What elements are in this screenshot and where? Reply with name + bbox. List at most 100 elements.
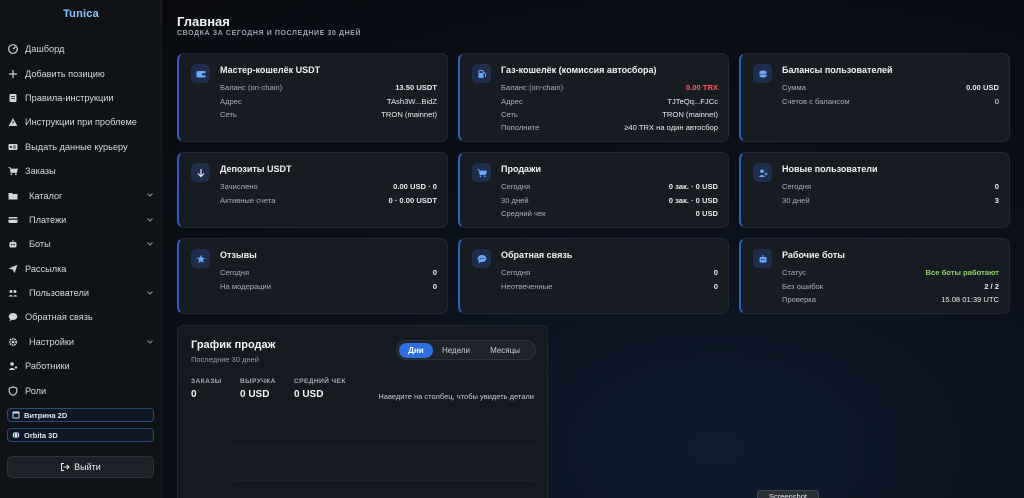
card-row: Без ошибок 2 / 2 — [782, 281, 999, 291]
stat-avg-check-label: СРЕДНИЙ ЧЕК — [294, 378, 346, 385]
card-feedback: Обратная связь Сегодня 0 Неотвеченные 0 — [458, 238, 729, 314]
screenshot-tooltip: Screenshot — [757, 490, 819, 498]
chevron-down-icon — [147, 193, 153, 198]
card-working-bots: Рабочие боты Статус Все боты работают Без… — [739, 238, 1010, 314]
chevron-down-icon — [147, 242, 153, 246]
sidebar-item-mailing[interactable]: Рассылка — [0, 257, 162, 281]
period-segmented-control: Дни Недели Месяцы — [396, 340, 536, 360]
card-sales: Продажи Сегодня 0 зак. · 0 USD 30 дней 0 з… — [458, 152, 729, 228]
sidebar-item-add-position[interactable]: Добавить позицию — [0, 61, 162, 85]
card-row: Баланс (on-chain) 13.50 USDT — [220, 83, 437, 93]
sidebar-item-label: Заказы — [25, 166, 56, 177]
stat-orders-label: ЗАКАЗЫ — [191, 378, 222, 385]
cart-icon — [7, 165, 19, 177]
sidebar-item-dashboard[interactable]: Дашборд — [0, 37, 162, 61]
sidebar-item-users[interactable]: Пользователи — [0, 281, 162, 305]
document-icon — [7, 92, 19, 104]
chevron-down-icon — [147, 217, 153, 222]
stat-revenue-value: 0 USD — [240, 389, 270, 400]
sidebar-nav: Дашборд Добавить позицию Правила-инструк… — [0, 37, 162, 403]
chat-icon — [7, 311, 19, 323]
card-row: 30 дней 3 — [782, 195, 999, 205]
star-icon — [191, 249, 210, 268]
send-icon — [7, 263, 19, 275]
card-title: Мастер-кошелёк USDT — [220, 65, 321, 75]
worker-icon — [7, 360, 19, 372]
stat-orders-value: 0 — [191, 389, 197, 400]
sidebar-item-label: Пользователи — [29, 288, 89, 299]
sidebar-item-label: Боты — [29, 239, 51, 250]
cart-icon — [472, 163, 491, 182]
vitrina-2d-label: Витрина 2D — [24, 410, 68, 420]
gear-icon — [7, 336, 19, 348]
card-row: Сегодня 0 зак. · 0 USD — [501, 182, 718, 192]
sidebar-item-bots[interactable]: Боты — [0, 232, 162, 256]
sidebar-item-roles[interactable]: Роли — [0, 378, 162, 402]
tab-days[interactable]: Дни — [399, 342, 433, 358]
sidebar-item-courier-data[interactable]: Выдать данные курьеру — [0, 135, 162, 159]
warning-icon — [7, 116, 19, 128]
sidebar-item-catalog[interactable]: Каталог — [0, 183, 162, 207]
orbita-3d-button[interactable]: Orbita 3D — [7, 428, 154, 442]
card-master-wallet: Мастер-кошелёк USDT Баланс (on-chain) 13.… — [177, 53, 448, 142]
card-row: Активные счета 0 · 0.00 USDT — [220, 195, 437, 205]
coins-icon — [753, 64, 772, 83]
card-gas-wallet: Газ-кошелёк (комиссия автосбора) Баланс … — [458, 53, 729, 142]
logout-button[interactable]: Выйти — [7, 456, 154, 478]
brand-logo[interactable]: Tunica — [63, 8, 99, 20]
sidebar-item-label: Инструкции при проблеме — [25, 117, 137, 128]
card-user-balances: Балансы пользователей Сумма 0.00 USD Счет… — [739, 53, 1010, 142]
wallet-icon — [7, 214, 19, 226]
sidebar-item-label: Выдать данные курьеру — [25, 141, 128, 152]
sidebar-item-workers[interactable]: Работники — [0, 354, 162, 378]
sidebar-item-rules[interactable]: Правила-инструкции — [0, 86, 162, 110]
card-row: Сеть TRON (mainnet) — [501, 109, 718, 119]
sidebar-item-label: Дашборд — [25, 44, 65, 55]
chart-gridline — [234, 480, 534, 481]
sidebar-item-label: Добавить позицию — [25, 68, 105, 79]
stat-avg-check-value: 0 USD — [294, 389, 324, 400]
window-icon — [12, 411, 20, 419]
sidebar-item-orders[interactable]: Заказы — [0, 159, 162, 183]
sidebar-item-label: Обратная связь — [25, 312, 93, 323]
sidebar: Tunica Дашборд Добавить позицию Правила-… — [0, 0, 162, 498]
sidebar-item-label: Правила-инструкции — [25, 92, 114, 103]
card-title: Балансы пользователей — [782, 65, 893, 75]
sales-chart-panel: График продаж Последние 30 дней Дни Неде… — [177, 325, 548, 498]
logout-label: Выйти — [74, 462, 101, 472]
card-row: Сегодня 0 — [782, 182, 999, 192]
sidebar-item-label: Роли — [25, 385, 47, 396]
vitrina-2d-button[interactable]: Витрина 2D — [7, 408, 154, 422]
card-row: Сегодня 0 — [220, 268, 437, 278]
card-row: Счетов с балансом 0 — [782, 96, 999, 106]
sidebar-item-label: Настройки — [29, 336, 75, 347]
card-title: Продажи — [501, 164, 541, 174]
gas-pump-icon — [472, 64, 491, 83]
sidebar-item-settings[interactable]: Настройки — [0, 330, 162, 354]
card-row: Сегодня 0 — [501, 268, 718, 278]
wallet-icon — [191, 64, 210, 83]
chevron-down-icon — [147, 339, 153, 344]
tab-weeks[interactable]: Недели — [441, 345, 471, 355]
logout-icon — [60, 462, 70, 472]
card-title: Депозиты USDT — [220, 164, 292, 174]
chart-subtitle: Последние 30 дней — [191, 355, 259, 364]
globe-icon — [12, 431, 20, 439]
card-reviews: Отзывы Сегодня 0 На модерации 0 — [177, 238, 448, 314]
dashboard-icon — [7, 43, 19, 55]
id-card-icon — [7, 141, 19, 153]
card-row: Сумма 0.00 USD — [782, 83, 999, 93]
card-row: Статус Все боты работают — [782, 268, 999, 278]
card-row: Баланс (on-chain) 0.00 TRX — [501, 83, 718, 93]
sidebar-item-feedback[interactable]: Обратная связь — [0, 305, 162, 329]
shield-icon — [7, 385, 19, 397]
sidebar-item-problem-instructions[interactable]: Инструкции при проблеме — [0, 110, 162, 134]
sidebar-item-payments[interactable]: Платежи — [0, 208, 162, 232]
chart-gridline — [234, 446, 534, 447]
tab-months[interactable]: Месяцы — [490, 345, 520, 355]
card-row: Проверка 15.08 01:39 UTC — [782, 294, 999, 304]
card-title: Обратная связь — [501, 250, 573, 260]
card-new-users: Новые пользователи Сегодня 0 30 дней 3 — [739, 152, 1010, 228]
chart-hint: Наведите на столбец, чтобы увидеть детал… — [378, 392, 534, 401]
card-row: Средний чек 0 USD — [501, 208, 718, 218]
